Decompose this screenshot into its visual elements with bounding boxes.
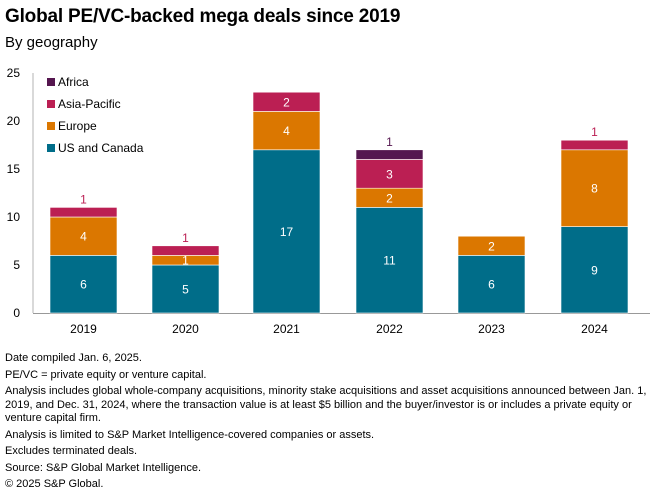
footnotes: Date compiled Jan. 6, 2025. PE/VC = priv… <box>5 352 655 495</box>
x-tick-label: 2024 <box>581 322 608 336</box>
chart-title: Global PE/VC-backed mega deals since 201… <box>5 6 401 27</box>
data-label: 5 <box>182 283 189 297</box>
data-label: 1 <box>182 231 189 245</box>
y-tick-label: 5 <box>13 258 20 272</box>
data-label: 1 <box>386 135 393 149</box>
data-label: 8 <box>591 182 598 196</box>
legend-swatch <box>47 122 55 130</box>
data-label: 1 <box>182 254 189 268</box>
legend-swatch <box>47 100 55 108</box>
legend-label: Asia-Pacific <box>58 97 121 111</box>
y-tick-label: 25 <box>7 66 21 80</box>
data-label: 2 <box>386 191 393 205</box>
x-tick-label: 2022 <box>376 322 403 336</box>
chart-subtitle: By geography <box>5 34 98 51</box>
legend-item: Asia-Pacific <box>47 93 143 115</box>
data-label: 2 <box>283 95 290 109</box>
note-source: Source: S&P Global Market Intelligence. <box>5 461 202 474</box>
x-tick-label: 2023 <box>478 322 505 336</box>
x-tick-label: 2020 <box>172 322 199 336</box>
stacked-bar-chart: 0510152025641201951120201742202111231202… <box>7 66 650 336</box>
legend-label: US and Canada <box>58 141 144 155</box>
note-coverage-limit: Analysis is limited to S&P Market Intell… <box>5 428 375 441</box>
bar-segment-us-and-canada-2021 <box>252 149 321 314</box>
legend-swatch <box>47 144 55 152</box>
note-date-compiled: Date compiled Jan. 6, 2025. <box>5 352 142 364</box>
y-tick-label: 20 <box>7 114 21 128</box>
data-label: 3 <box>386 167 393 181</box>
bar-segment-asia-pacific-2020 <box>151 245 220 256</box>
bar-segment-europe-2019 <box>49 216 118 256</box>
legend: Africa Asia-Pacific Europe US and Canada <box>47 71 143 159</box>
data-label: 2 <box>488 239 495 253</box>
data-label: 1 <box>591 125 598 139</box>
legend-swatch <box>47 78 55 86</box>
legend-item: US and Canada <box>47 137 143 159</box>
bar-segment-africa-2022 <box>355 149 424 160</box>
y-tick-label: 10 <box>7 210 21 224</box>
x-tick-label: 2021 <box>273 322 300 336</box>
y-tick-label: 15 <box>7 162 21 176</box>
y-tick-label: 0 <box>13 306 20 320</box>
bar-segment-europe-2024 <box>560 149 629 227</box>
bar-segment-us-and-canada-2024 <box>560 226 629 314</box>
bar-segment-asia-pacific-2021 <box>252 91 321 112</box>
bar-segment-us-and-canada-2022 <box>355 207 424 314</box>
data-label: 1 <box>80 192 87 206</box>
note-pevc-definition: PE/VC = private equity or venture capita… <box>5 368 207 381</box>
note-copyright: © 2025 S&P Global. <box>5 478 104 490</box>
note-analysis-scope: Analysis includes global whole-company a… <box>5 385 647 424</box>
bar-segment-asia-pacific-2019 <box>49 207 118 218</box>
data-label: 6 <box>488 278 495 292</box>
data-label: 4 <box>80 230 87 244</box>
data-label: 6 <box>80 278 87 292</box>
data-label: 4 <box>283 124 290 138</box>
data-label: 9 <box>591 263 598 277</box>
bar-segment-us-and-canada-2019 <box>49 255 118 314</box>
legend-label: Europe <box>58 119 97 133</box>
note-exclusions: Excludes terminated deals. <box>5 445 138 457</box>
x-tick-label: 2019 <box>70 322 97 336</box>
legend-label: Africa <box>58 75 89 89</box>
bar-segment-europe-2021 <box>252 111 321 151</box>
legend-item: Africa <box>47 71 143 93</box>
bar-segment-europe-2023 <box>457 235 526 256</box>
data-label: 17 <box>280 225 294 239</box>
bar-segment-asia-pacific-2024 <box>560 139 629 151</box>
bar-segment-asia-pacific-2022 <box>355 159 424 189</box>
data-label: 11 <box>383 254 396 268</box>
bar-segment-us-and-canada-2023 <box>457 255 526 314</box>
legend-item: Europe <box>47 115 143 137</box>
